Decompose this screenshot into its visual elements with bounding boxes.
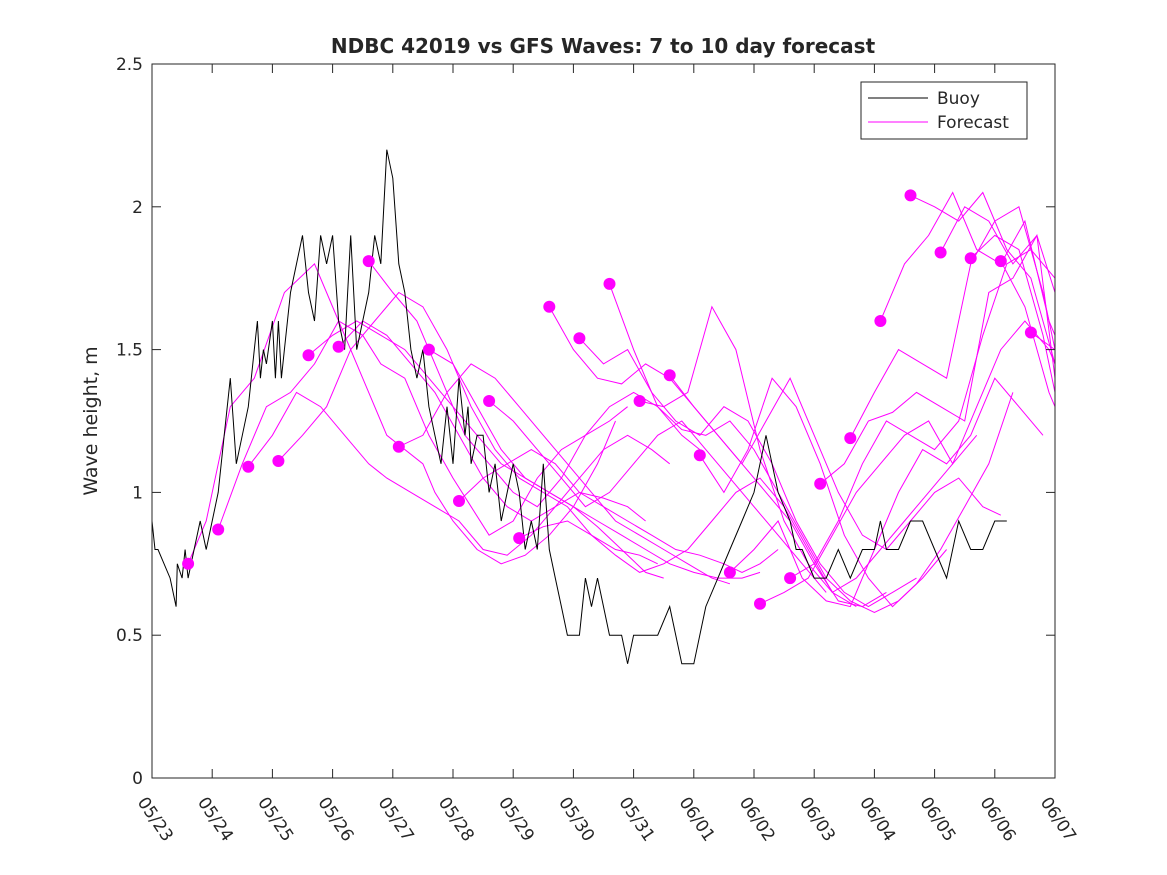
x-tick-label: 05/28 <box>434 794 478 846</box>
forecast-marker-2 <box>212 523 225 536</box>
forecast-line-17 <box>669 374 1002 551</box>
x-tick-label: 05/30 <box>554 794 598 846</box>
y-axis: 0 0.5 1 1.5 2 2.5 <box>116 55 1055 789</box>
forecast-marker-10 <box>453 495 465 507</box>
series-layer <box>151 149 1056 665</box>
y-tick-label: 1 <box>132 483 143 503</box>
forecast-marker-28 <box>994 255 1007 268</box>
forecast-line-23 <box>849 206 1056 439</box>
forecast-line-4 <box>278 291 658 565</box>
forecast-marker-18 <box>693 449 706 462</box>
forecast-marker-27 <box>964 252 977 265</box>
legend: Buoy Forecast <box>860 81 1028 140</box>
x-tick-label: 05/31 <box>614 794 658 846</box>
y-tick-label: 1.5 <box>116 341 143 361</box>
forecast-line-22 <box>819 234 1056 485</box>
forecast-line-28 <box>1000 260 1056 407</box>
x-tick-label: 06/05 <box>915 794 959 846</box>
forecast-marker-5 <box>302 349 315 362</box>
forecast-line-20 <box>759 320 1056 605</box>
forecast-line-12 <box>518 477 857 608</box>
x-tick-label: 05/25 <box>253 794 297 846</box>
x-tick-label: 06/07 <box>1036 794 1080 846</box>
forecast-marker-19 <box>723 566 736 579</box>
forecast-marker-23 <box>844 432 857 445</box>
forecast-marker-12 <box>513 532 526 545</box>
forecast-marker-6 <box>332 340 345 353</box>
forecast-marker-22 <box>814 477 827 490</box>
forecast-line-6 <box>338 320 671 522</box>
forecast-marker-16 <box>633 395 646 407</box>
forecast-line-21 <box>789 248 1056 579</box>
forecast-marker-17 <box>663 369 676 382</box>
forecast-line-26 <box>940 206 1056 379</box>
x-tick-label: 06/01 <box>675 794 719 846</box>
forecast-marker-29 <box>1024 326 1037 339</box>
forecast-line-24 <box>879 191 1056 336</box>
forecast-line-1 <box>187 263 616 565</box>
plot-frame <box>151 63 1056 779</box>
forecast-marker-25 <box>904 189 917 202</box>
chart-title: NDBC 42019 vs GFS Waves: 7 to 10 day for… <box>331 34 876 58</box>
legend-box <box>860 81 1028 140</box>
y-tick-label: 0 <box>132 769 143 789</box>
y-axis-label: Wave height, m <box>80 346 102 495</box>
x-tick-label: 05/27 <box>374 794 418 846</box>
forecast-marker-9 <box>422 343 435 356</box>
forecast-marker-1 <box>182 557 195 570</box>
buoy-line <box>151 149 1007 665</box>
forecast-marker-3 <box>242 460 255 473</box>
forecast-marker-24 <box>874 315 887 327</box>
forecast-line-18 <box>699 377 1014 608</box>
forecast-marker-7 <box>362 255 375 268</box>
forecast-marker-13 <box>543 300 556 313</box>
forecast-line-9 <box>428 349 761 579</box>
forecast-marker-21 <box>784 572 797 585</box>
x-tick-label: 06/04 <box>855 794 899 846</box>
forecast-line-5 <box>308 320 664 579</box>
forecast-line-8 <box>398 363 731 585</box>
plot-area <box>152 64 1055 778</box>
legend-label-buoy: Buoy <box>937 89 980 109</box>
forecast-line-10 <box>458 449 779 573</box>
x-tick-label: 05/29 <box>494 794 538 846</box>
forecast-line-25 <box>910 191 1056 365</box>
forecast-line-19 <box>729 377 1044 608</box>
forecast-line-2 <box>217 320 628 536</box>
forecast-marker-4 <box>272 455 285 467</box>
x-tick-label: 06/02 <box>735 794 779 846</box>
x-tick-label: 06/03 <box>795 794 839 846</box>
marker-layer <box>182 189 1037 610</box>
y-tick-label: 2.5 <box>116 55 143 75</box>
forecast-line-14 <box>579 337 917 608</box>
forecast-marker-11 <box>483 395 496 407</box>
forecast-marker-8 <box>392 440 405 453</box>
legend-label-forecast: Forecast <box>937 113 1009 133</box>
y-tick-label: 0.5 <box>116 626 143 646</box>
x-tick-label: 05/23 <box>133 794 177 846</box>
y-tick-label: 2 <box>132 198 143 218</box>
forecast-line-11 <box>488 400 827 593</box>
forecast-marker-15 <box>603 277 616 290</box>
x-tick-label: 05/24 <box>193 794 237 846</box>
forecast-line-7 <box>368 260 701 508</box>
forecast-marker-14 <box>573 332 586 345</box>
x-tick-label: 05/26 <box>313 794 357 846</box>
forecast-marker-20 <box>754 597 766 610</box>
forecast-marker-26 <box>934 246 947 259</box>
forecast-line-27 <box>970 234 1056 393</box>
forecast-line-3 <box>247 391 646 556</box>
x-tick-label: 06/06 <box>976 794 1020 846</box>
